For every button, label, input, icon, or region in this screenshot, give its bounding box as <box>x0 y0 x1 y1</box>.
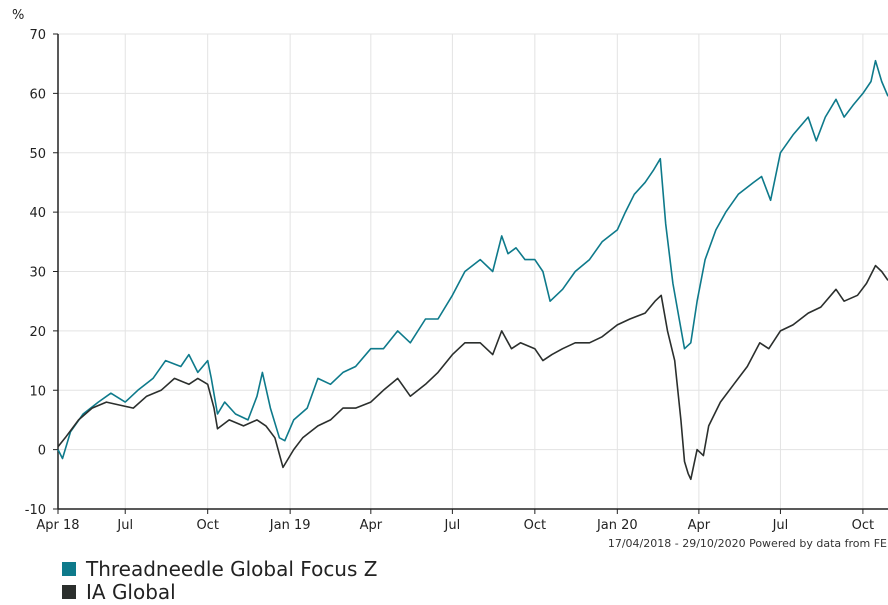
legend-item-ia-global: IA Global <box>62 579 377 604</box>
x-tick-label: Apr 18 <box>36 518 79 533</box>
legend-label-threadneedle: Threadneedle Global Focus Z <box>86 556 378 581</box>
legend: Threadneedle Global Focus Z IA Global <box>62 556 378 604</box>
y-tick-label: 30 <box>29 266 46 281</box>
tick-labels: -10 0 10 20 30 40 50 60 70 Apr 18 Jul Oct Jan 19 Apr J… <box>25 28 874 533</box>
y-axis-unit-label: % <box>12 8 24 23</box>
x-tick-label: Oct <box>196 518 218 533</box>
legend-item-threadneedle: Threadneedle Global Focus Z <box>62 556 378 581</box>
y-tick-label: -10 <box>25 503 46 518</box>
x-tick-label: Apr <box>688 518 711 533</box>
series-lines <box>57 59 888 481</box>
x-tick-label: Jul <box>116 518 133 533</box>
axes <box>53 33 888 514</box>
y-tick-label: 50 <box>29 147 46 162</box>
x-tick-label: Oct <box>524 518 546 533</box>
y-tick-label: 70 <box>29 28 46 43</box>
legend-swatch-threadneedle <box>62 561 76 576</box>
y-tick-label: 40 <box>29 206 46 221</box>
gridlines <box>58 33 888 509</box>
series-line-threadneedle-global-focus-z <box>57 59 888 460</box>
x-tick-label: Jan 19 <box>269 518 311 533</box>
legend-swatch-ia-global <box>62 584 76 599</box>
x-tick-label: Jan 20 <box>596 518 638 533</box>
x-tick-label: Jul <box>444 518 461 533</box>
legend-label-ia-global: IA Global <box>86 579 176 604</box>
source-note: 17/04/2018 - 29/10/2020 Powered by data … <box>608 537 887 550</box>
y-tick-label: 0 <box>38 444 46 459</box>
x-tick-label: Jul <box>772 518 789 533</box>
x-tick-label: Apr <box>360 518 383 533</box>
x-tick-label: Oct <box>852 518 874 533</box>
series-line-ia-global <box>57 264 888 481</box>
y-tick-label: 20 <box>29 325 46 340</box>
y-tick-label: 60 <box>29 87 46 102</box>
y-tick-label: 10 <box>29 384 46 399</box>
